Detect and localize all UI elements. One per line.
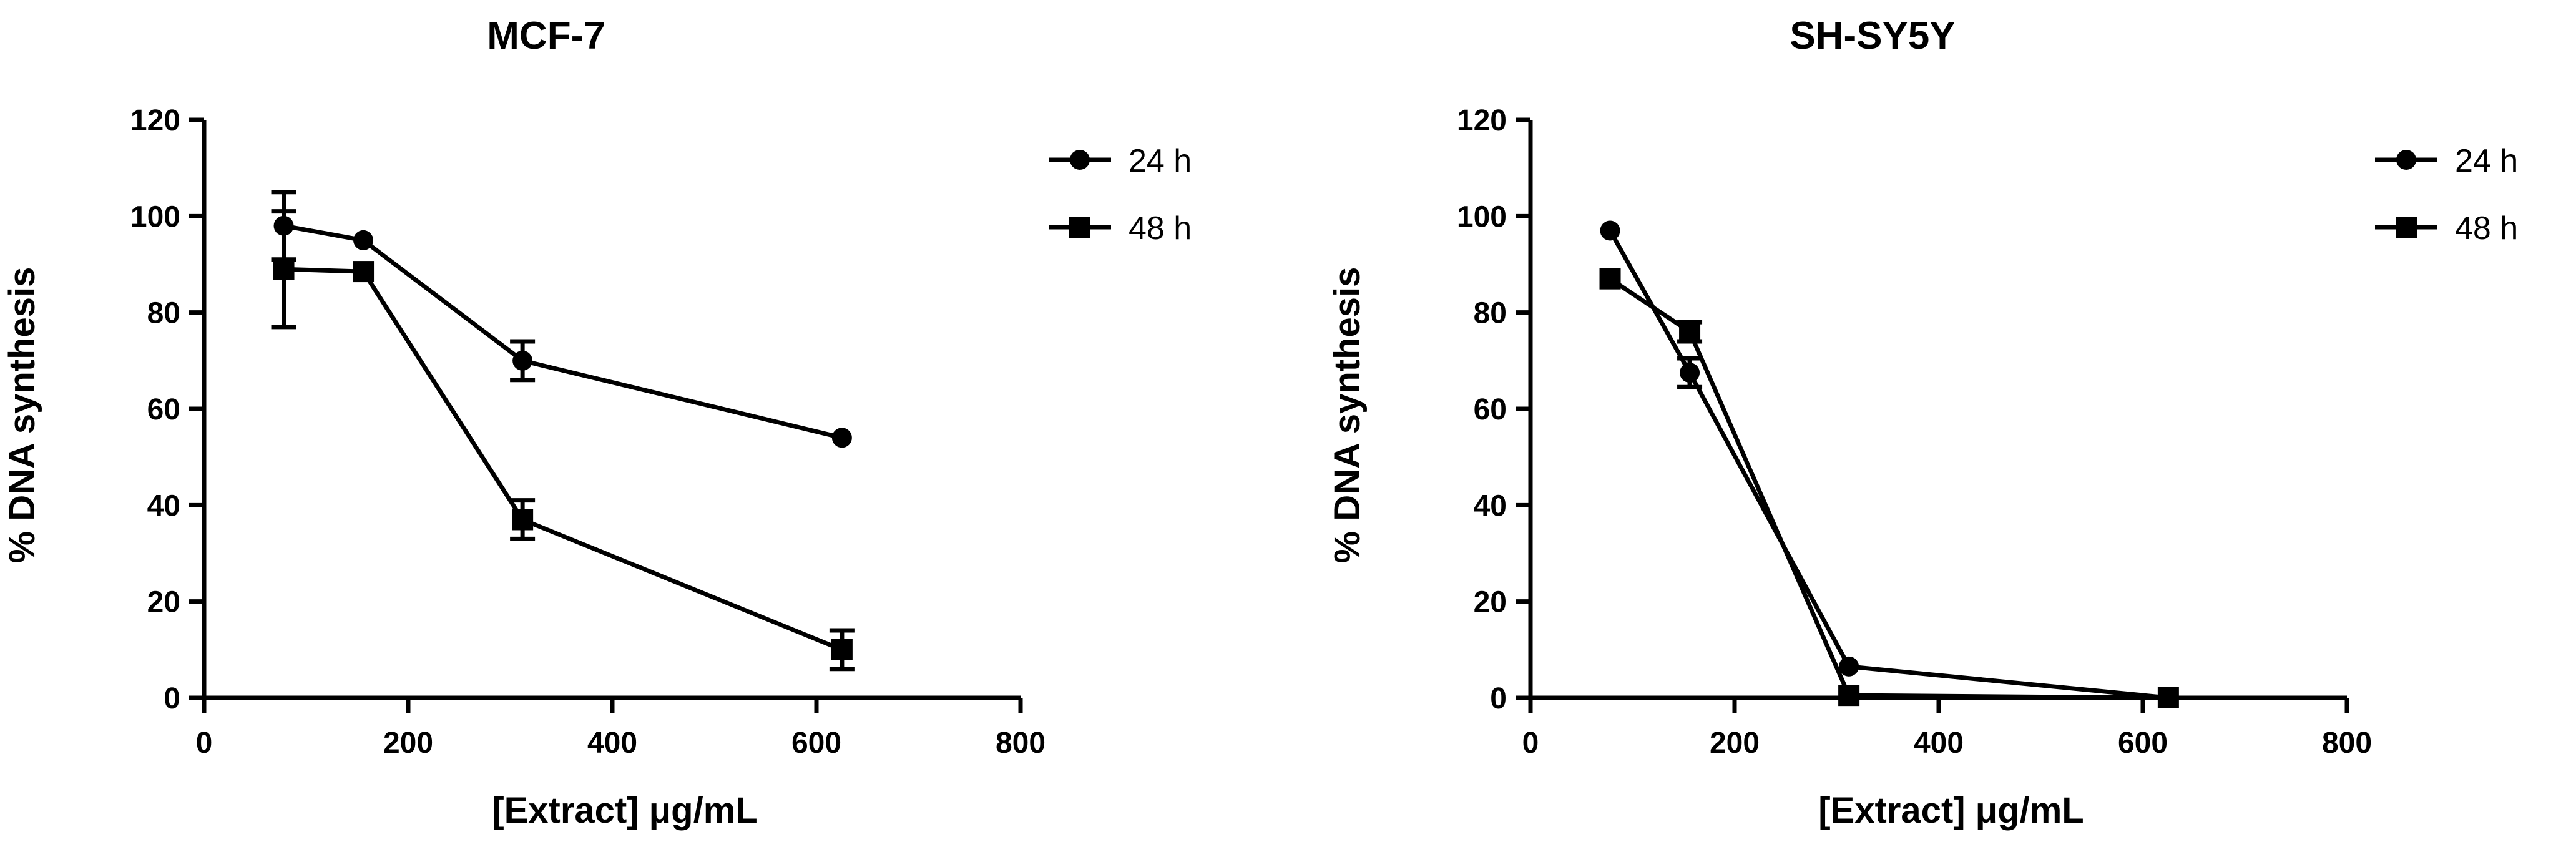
legend-label: 24 h (1129, 143, 1192, 179)
y-tick-label: 0 (1490, 682, 1507, 715)
legend-marker (2396, 217, 2417, 238)
data-point (1600, 220, 1620, 241)
x-tick-label: 800 (996, 727, 1046, 760)
x-tick-label: 0 (1522, 727, 1539, 760)
legend-entry: 48 h (2375, 210, 2518, 247)
y-tick-label: 40 (1474, 489, 1507, 522)
legend-entry: 24 h (1049, 143, 1192, 179)
data-point (353, 230, 374, 250)
data-point (1839, 656, 1859, 677)
series-48h (271, 209, 855, 672)
x-tick-label: 400 (587, 727, 637, 760)
series-line (1608, 229, 2169, 700)
x-tick-label: 600 (791, 727, 841, 760)
legend-entry: 24 h (2375, 143, 2518, 179)
data-point (831, 428, 852, 448)
data-point (1680, 363, 1700, 383)
data-point (512, 509, 534, 531)
series-24h (1600, 220, 2178, 708)
y-tick-label: 60 (147, 393, 180, 426)
legend-entry: 48 h (1049, 210, 1192, 247)
series-24h (271, 190, 852, 448)
y-axis-label: % DNA synthesis (1327, 267, 1368, 564)
legend-label: 48 h (1129, 210, 1192, 247)
x-tick-label: 200 (383, 727, 433, 760)
data-point (1599, 268, 1621, 290)
data-point (273, 258, 295, 280)
x-tick-label: 400 (1914, 727, 1964, 760)
data-point (831, 639, 853, 660)
y-axis-label: % DNA synthesis (2, 267, 42, 564)
legend-label: 48 h (2455, 210, 2518, 247)
legend-marker (1069, 217, 1090, 238)
x-tick-label: 600 (2118, 727, 2168, 760)
chart-2: SH-SY5Y 0 20 40 60 80 100 120 0 200 400 600 800 [Extr… (1327, 14, 2518, 831)
y-tick-label: 20 (1474, 586, 1507, 619)
series-line (1609, 277, 2168, 700)
x-tick-label: 800 (2322, 727, 2372, 760)
data-point (512, 350, 533, 371)
y-tick-label: 120 (130, 104, 180, 137)
legend-marker (1070, 150, 1090, 170)
data-point (1679, 321, 1701, 343)
chart-title: SH-SY5Y (1790, 14, 1955, 57)
x-axis-label: [Extract] μg/mL (1818, 790, 2084, 831)
series-line (283, 267, 843, 652)
legend-marker (2396, 150, 2416, 170)
y-tick-label: 0 (164, 682, 180, 715)
series-48h (1599, 268, 2179, 708)
y-tick-label: 80 (1474, 297, 1507, 330)
y-tick-label: 100 (1457, 200, 1507, 233)
series-line (283, 223, 843, 440)
x-axis-label: [Extract] μg/mL (492, 790, 757, 831)
x-tick-label: 200 (1710, 727, 1760, 760)
y-tick-label: 40 (147, 489, 180, 522)
legend-label: 24 h (2455, 143, 2518, 179)
y-tick-label: 60 (1474, 393, 1507, 426)
y-tick-label: 80 (147, 297, 180, 330)
data-point (1838, 685, 1860, 707)
x-tick-label: 0 (196, 727, 213, 760)
y-tick-label: 20 (147, 586, 180, 619)
y-tick-label: 120 (1457, 104, 1507, 137)
data-point (2157, 687, 2179, 708)
y-tick-label: 100 (130, 200, 180, 233)
chart-title: MCF-7 (487, 14, 605, 57)
chart-1: MCF-7 0 20 40 60 80 100 120 0 200 400 600 800 [Extrac… (2, 14, 1192, 831)
data-point (353, 261, 375, 283)
